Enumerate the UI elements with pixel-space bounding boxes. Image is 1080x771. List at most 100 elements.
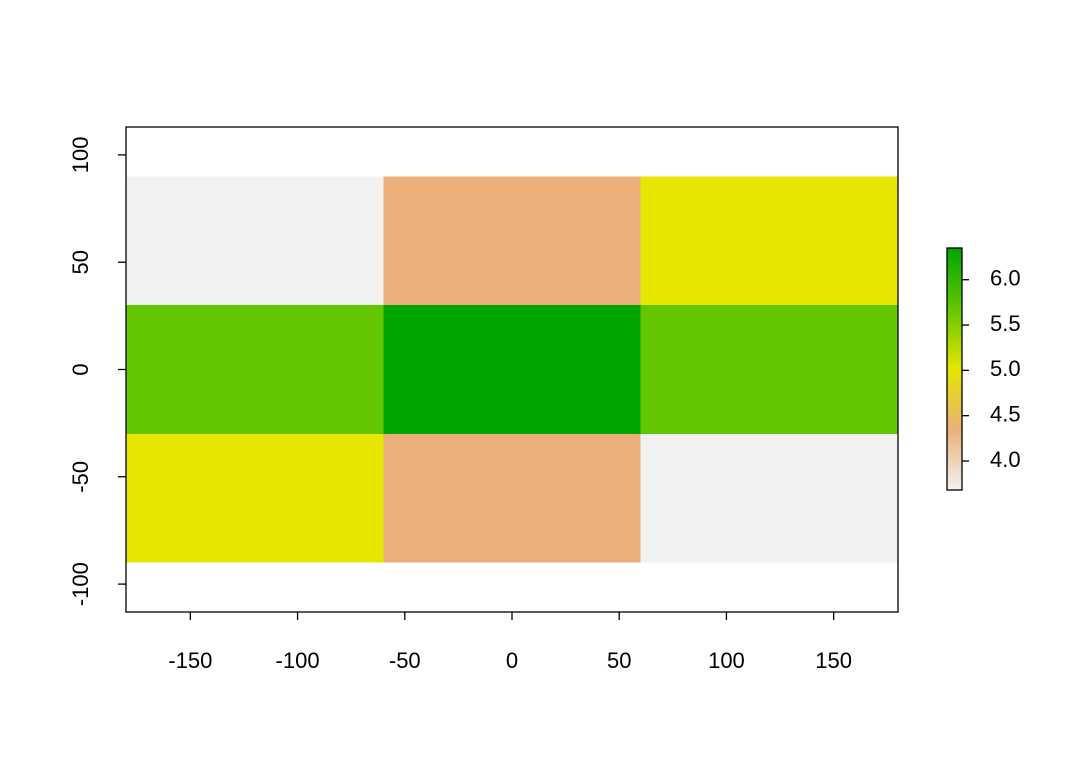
x-tick-label: 150	[815, 648, 852, 673]
legend-swatch	[947, 375, 962, 378]
legend-swatch	[947, 429, 962, 433]
legend-swatch	[947, 294, 962, 297]
legend-swatch	[947, 318, 962, 322]
cell	[640, 433, 898, 563]
legend-swatch	[947, 459, 962, 463]
legend-swatch	[947, 433, 962, 437]
legend-swatch	[947, 451, 962, 455]
legend-swatch	[947, 338, 962, 342]
legend-swatch	[947, 264, 962, 267]
legend-tick-label: 5.0	[990, 356, 1021, 381]
legend-swatch	[947, 254, 962, 257]
legend-swatch	[947, 258, 962, 261]
y-tick-label: -100	[68, 562, 93, 606]
legend-swatch	[947, 292, 962, 295]
legend-swatch	[947, 306, 962, 309]
legend-tick-label: 5.5	[990, 311, 1021, 336]
legend-swatch	[947, 300, 962, 303]
legend-swatch	[947, 336, 962, 340]
legend-swatch	[947, 431, 962, 435]
legend-swatch	[947, 272, 962, 275]
legend-swatch	[947, 391, 962, 394]
legend-swatch	[947, 298, 962, 301]
x-tick-label: -150	[168, 648, 212, 673]
legend-swatch	[947, 286, 962, 289]
legend-tick-label: 6.0	[990, 266, 1021, 291]
legend-swatch	[947, 477, 962, 481]
legend-tick-label: 4.0	[990, 447, 1021, 472]
legend-swatch	[947, 256, 962, 259]
x-tick-label: -50	[389, 648, 421, 673]
legend-swatch	[947, 473, 962, 477]
legend-swatch	[947, 393, 962, 396]
legend-swatch	[947, 443, 962, 447]
legend-swatch	[947, 330, 962, 334]
legend-swatch	[947, 415, 962, 418]
legend-swatch	[947, 405, 962, 408]
legend-swatch	[947, 278, 962, 281]
legend-swatch	[947, 340, 962, 344]
legend-tick-label: 4.5	[990, 401, 1021, 426]
legend-swatch	[947, 419, 962, 422]
legend-swatch	[947, 401, 962, 404]
legend-swatch	[947, 352, 962, 356]
legend-swatch	[947, 260, 962, 263]
legend-swatch	[947, 407, 962, 410]
legend-swatch	[947, 324, 962, 328]
legend-swatch	[947, 469, 962, 473]
legend-swatch	[947, 487, 962, 491]
legend-swatch	[947, 441, 962, 445]
legend-swatch	[947, 342, 962, 346]
legend-swatch	[947, 348, 962, 352]
y-tick-label: 50	[68, 250, 93, 274]
legend-swatch	[947, 344, 962, 348]
legend-swatch	[947, 276, 962, 279]
legend-swatch	[947, 334, 962, 338]
cell	[126, 176, 384, 306]
legend-swatch	[947, 304, 962, 307]
legend-swatch	[947, 399, 962, 402]
y-tick-label: 100	[68, 137, 93, 174]
cell	[640, 305, 898, 434]
legend-swatch	[947, 296, 962, 299]
legend-swatch	[947, 312, 962, 316]
legend-swatch	[947, 326, 962, 330]
legend-swatch	[947, 463, 962, 467]
legend-swatch	[947, 366, 962, 370]
x-tick-label: 50	[607, 648, 631, 673]
legend-swatch	[947, 455, 962, 459]
legend-swatch	[947, 445, 962, 449]
legend-frame	[946, 247, 963, 491]
cell	[383, 176, 641, 306]
legend-swatch	[947, 385, 962, 388]
legend-swatch	[947, 425, 962, 428]
legend-swatch	[947, 308, 962, 312]
legend-swatch	[947, 346, 962, 350]
cell	[383, 433, 641, 563]
x-tick-label: 100	[708, 648, 745, 673]
legend-swatch	[947, 387, 962, 390]
legend-swatch	[947, 314, 962, 318]
legend-swatch	[947, 437, 962, 441]
legend-swatch	[947, 461, 962, 465]
legend-swatch	[947, 282, 962, 285]
legend-swatch	[947, 435, 962, 439]
legend-swatch	[947, 479, 962, 483]
legend-swatch	[947, 350, 962, 354]
legend-swatch	[947, 369, 962, 372]
legend-swatch	[947, 358, 962, 362]
legend-swatch	[947, 302, 962, 305]
legend-swatch	[947, 411, 962, 414]
legend-swatch	[947, 395, 962, 398]
legend-swatch	[947, 332, 962, 336]
legend-swatch	[947, 284, 962, 287]
legend-swatch	[947, 381, 962, 384]
x-tick-label: -100	[276, 648, 320, 673]
legend-swatch	[947, 270, 962, 273]
legend-swatch	[947, 403, 962, 406]
legend-swatch	[947, 481, 962, 485]
legend-swatch	[947, 465, 962, 469]
legend-swatch	[947, 467, 962, 471]
